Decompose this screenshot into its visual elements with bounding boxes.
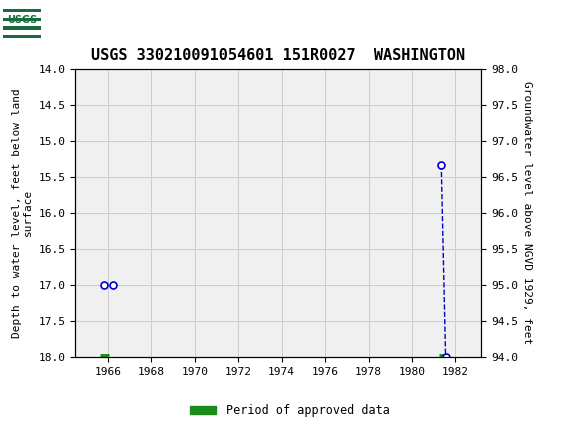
Bar (3, 5, 41, 8)
Text: █░
USGS: █░ USGS (8, 12, 24, 28)
Bar (5, 3, 54, 37)
Text: USGS: USGS (7, 15, 37, 25)
Y-axis label: Depth to water level, feet below land
surface: Depth to water level, feet below land su… (12, 88, 33, 338)
Y-axis label: Groundwater level above NGVD 1929, feet: Groundwater level above NGVD 1929, feet (522, 81, 532, 344)
Title: USGS 330210091054601 151R0027  WASHINGTON: USGS 330210091054601 151R0027 WASHINGTON (91, 49, 466, 64)
Bar (3, 27, 41, 30)
Bar (3, 31, 41, 34)
Bar (3, 9, 41, 12)
Text: USGS: USGS (58, 11, 109, 29)
Bar (3, 22, 41, 25)
Bar (3, 35, 41, 39)
Bar (3, 18, 41, 21)
Bar (3, 13, 41, 17)
Legend: Period of approved data: Period of approved data (186, 399, 394, 422)
